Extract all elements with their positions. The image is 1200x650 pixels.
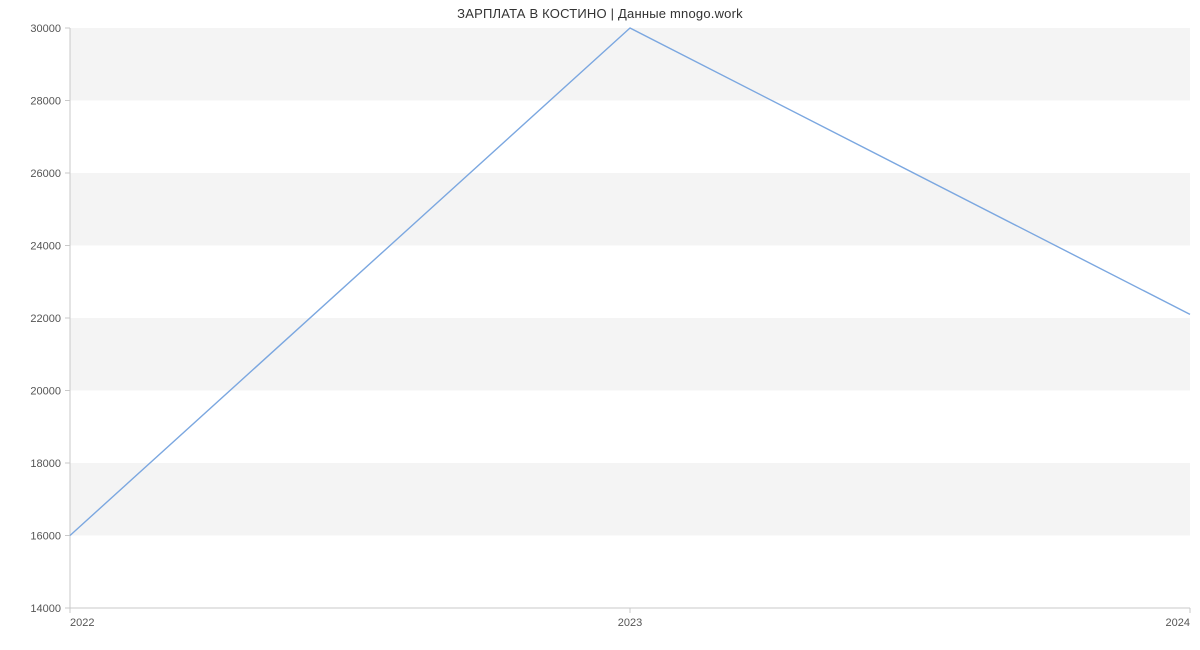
grid-band [70, 101, 1190, 174]
salary-chart: ЗАРПЛАТА В КОСТИНО | Данные mnogo.work 1… [0, 0, 1200, 650]
grid-band [70, 28, 1190, 101]
x-tick-label: 2023 [618, 617, 642, 629]
grid-band [70, 391, 1190, 464]
x-tick-label: 2024 [1166, 617, 1190, 629]
y-tick-label: 20000 [30, 386, 61, 398]
x-tick-label: 2022 [70, 617, 94, 629]
y-tick-label: 28000 [30, 96, 61, 108]
y-tick-label: 24000 [30, 241, 61, 253]
grid-band [70, 246, 1190, 319]
y-tick-label: 14000 [30, 603, 61, 615]
y-tick-label: 16000 [30, 531, 61, 543]
y-tick-label: 22000 [30, 313, 61, 325]
y-tick-label: 26000 [30, 168, 61, 180]
y-tick-label: 18000 [30, 458, 61, 470]
grid-band [70, 463, 1190, 536]
chart-svg: 14000 16000 18000 20000 22000 24000 26000 28000… [0, 0, 1200, 650]
grid-band [70, 318, 1190, 391]
grid-band [70, 173, 1190, 246]
y-tick-label: 30000 [30, 23, 61, 35]
grid-band [70, 536, 1190, 609]
